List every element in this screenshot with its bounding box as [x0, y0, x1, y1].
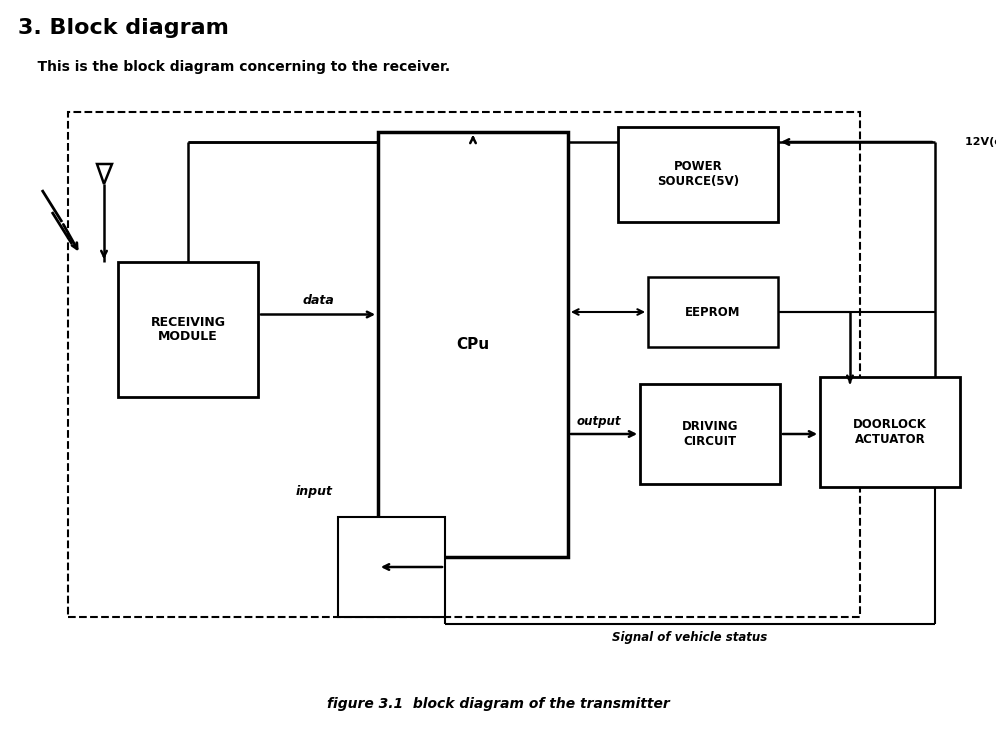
Text: Signal of vehicle status: Signal of vehicle status	[613, 632, 768, 644]
Text: input: input	[296, 485, 333, 498]
Text: output: output	[577, 414, 622, 427]
Text: 3. Block diagram: 3. Block diagram	[18, 18, 229, 38]
Text: DRIVING
CIRCUIT: DRIVING CIRCUIT	[681, 420, 738, 448]
Text: RECEIVING
MODULE: RECEIVING MODULE	[150, 315, 225, 343]
Bar	[378, 132, 568, 557]
Bar	[338, 517, 445, 617]
Bar	[648, 277, 778, 347]
Text: 12V(car battery): 12V(car battery)	[965, 137, 996, 147]
Bar	[618, 127, 778, 222]
Bar	[118, 262, 258, 397]
Text: CPu: CPu	[456, 337, 490, 352]
Text: EEPROM: EEPROM	[685, 305, 741, 318]
Bar	[68, 112, 860, 617]
Text: figure 3.1  block diagram of the transmitter: figure 3.1 block diagram of the transmit…	[327, 697, 669, 711]
Text: This is the block diagram concerning to the receiver.: This is the block diagram concerning to …	[18, 60, 450, 74]
Bar	[820, 377, 960, 487]
Text: POWER
SOURCE(5V): POWER SOURCE(5V)	[657, 160, 739, 189]
Text: DOORLOCK
ACTUATOR: DOORLOCK ACTUATOR	[853, 418, 927, 446]
Text: data: data	[302, 294, 334, 307]
Bar	[640, 384, 780, 484]
